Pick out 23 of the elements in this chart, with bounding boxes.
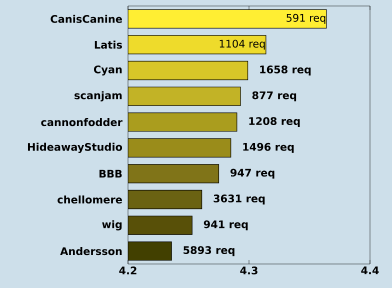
annotation: 1104 req bbox=[220, 40, 265, 50]
annotation: 1658 req bbox=[260, 66, 311, 76]
y-tick-label: Andersson bbox=[60, 247, 122, 256]
annotation: 947 req bbox=[230, 168, 274, 179]
annotation: 3631 req bbox=[214, 194, 265, 204]
y-tick-label: CanisCanine bbox=[50, 14, 122, 23]
annotation: 941 req bbox=[204, 220, 248, 230]
x-tick-label: 4.2 bbox=[119, 266, 136, 274]
annotation: 1208 req bbox=[249, 117, 300, 128]
annotation: 5893 req bbox=[184, 246, 234, 256]
annotation: 1496 req bbox=[243, 142, 294, 153]
y-tick-label: wig bbox=[102, 220, 122, 230]
y-tick-label: scanjam bbox=[74, 91, 122, 102]
y-tick-label: Latis bbox=[94, 40, 122, 49]
annotation: 591 req bbox=[286, 14, 326, 24]
x-tick-label: 4.4 bbox=[361, 266, 379, 274]
annotation: 877 req bbox=[252, 91, 296, 102]
y-tick-label: BBB bbox=[100, 170, 122, 178]
y-tick-label: HideawayStudio bbox=[28, 142, 122, 153]
y-tick-label: Cyan bbox=[94, 65, 122, 76]
y-tick-label: chellomere bbox=[58, 195, 122, 204]
y-tick-label: cannonfodder bbox=[41, 118, 122, 126]
x-tick-label: 4.3 bbox=[240, 266, 258, 274]
